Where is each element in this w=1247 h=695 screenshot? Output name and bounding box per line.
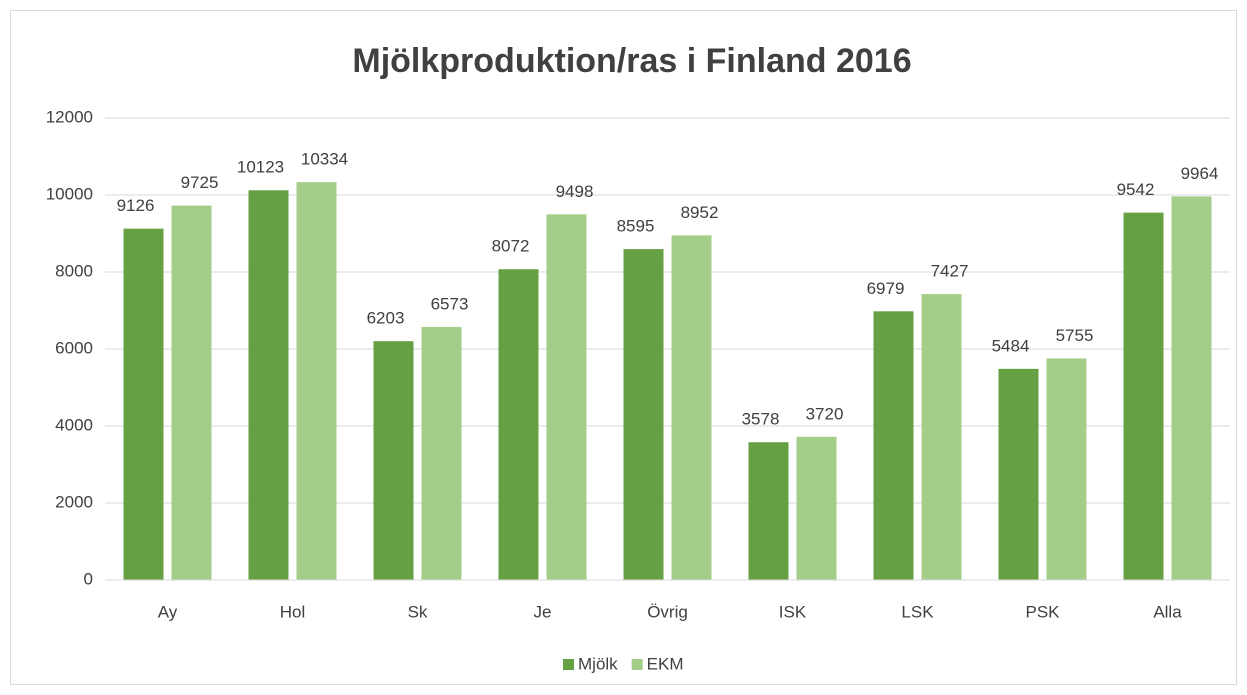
chart-title: Mjölkproduktion/ras i Finland 2016 — [352, 42, 911, 80]
legend-label: EKM — [647, 654, 684, 673]
x-tick-label: Alla — [1153, 602, 1182, 621]
data-label: 8595 — [617, 217, 655, 236]
data-label: 10123 — [237, 158, 284, 177]
bar — [998, 368, 1039, 580]
bar — [546, 214, 587, 580]
x-tick-label: Hol — [280, 602, 306, 621]
y-tick-label: 4000 — [55, 415, 93, 434]
data-label: 3578 — [742, 410, 780, 429]
bar — [421, 326, 462, 580]
data-label: 6203 — [367, 309, 405, 328]
x-tick-label: Sk — [408, 602, 428, 621]
x-tick-label: Ay — [158, 602, 178, 621]
y-tick-label: 8000 — [55, 261, 93, 280]
bar — [296, 182, 337, 581]
bar — [623, 249, 664, 580]
x-tick-label: Je — [534, 602, 552, 621]
bar — [171, 205, 212, 580]
x-tick-label: Övrig — [647, 602, 688, 621]
data-label: 5484 — [992, 336, 1030, 355]
bar — [1123, 212, 1164, 580]
bar — [123, 228, 164, 581]
bar — [671, 235, 712, 580]
bar — [748, 442, 789, 580]
data-label: 8952 — [681, 203, 719, 222]
bar — [373, 341, 414, 580]
y-tick-label: 12000 — [46, 107, 93, 126]
y-tick-label: 0 — [84, 569, 93, 588]
data-label: 9498 — [556, 182, 594, 201]
legend-label: Mjölk — [578, 654, 618, 673]
x-tick-label: ISK — [779, 602, 807, 621]
y-tick-label: 10000 — [46, 184, 93, 203]
data-label: 8072 — [492, 237, 530, 256]
legend-swatch — [563, 659, 574, 670]
data-label: 9964 — [1181, 164, 1219, 183]
data-label: 3720 — [806, 404, 844, 423]
bar — [921, 294, 962, 580]
data-label: 6573 — [431, 294, 469, 313]
data-label: 7427 — [931, 262, 969, 281]
y-tick-label: 6000 — [55, 338, 93, 357]
bar — [1171, 196, 1212, 581]
x-tick-label: LSK — [901, 602, 934, 621]
x-tick-label: PSK — [1025, 602, 1060, 621]
data-label: 9725 — [181, 173, 219, 192]
bar — [498, 269, 539, 580]
bar — [248, 190, 289, 580]
data-label: 5755 — [1056, 326, 1094, 345]
bar — [1046, 358, 1087, 580]
data-label: 9542 — [1117, 180, 1155, 199]
y-tick-label: 2000 — [55, 492, 93, 511]
data-label: 10334 — [301, 150, 348, 169]
legend-swatch — [631, 659, 643, 670]
bar — [796, 436, 837, 580]
data-label: 6979 — [867, 279, 905, 298]
bar — [873, 311, 914, 580]
data-label: 9126 — [117, 196, 155, 215]
